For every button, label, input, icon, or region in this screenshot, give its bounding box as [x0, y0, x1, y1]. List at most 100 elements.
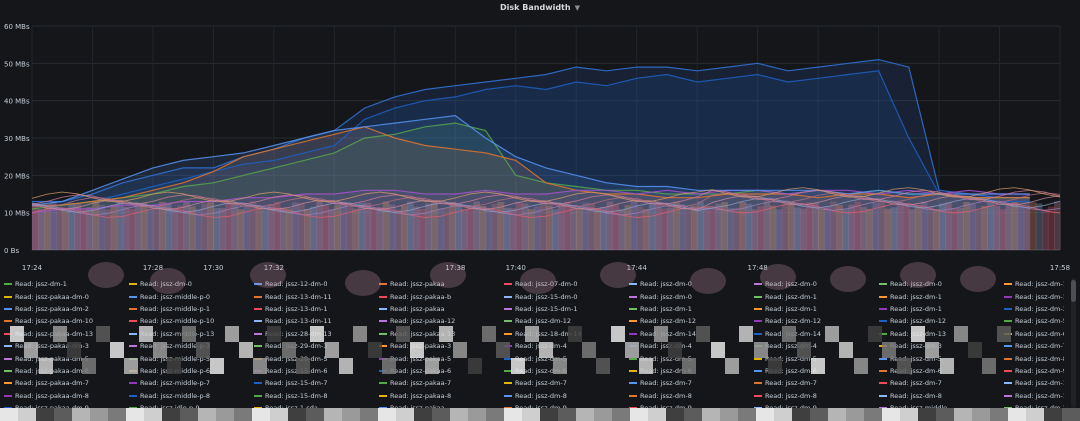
legend-item[interactable]: Read: jssz-dm-14 — [754, 328, 879, 340]
legend-item[interactable]: Read: jssz-dm-1 — [754, 290, 879, 302]
legend-item[interactable]: Read: jssz-dm-0 — [754, 278, 879, 290]
legend-item[interactable]: Read: jssz-dm-7 — [1004, 340, 1064, 352]
legend-item[interactable]: Read: jssz-dm-13 — [879, 328, 1004, 340]
legend-item[interactable]: Read: jssz-15-dm-6 — [254, 365, 379, 377]
legend-item[interactable]: Read: jssz-15-dm-7 — [254, 377, 379, 389]
panel-title[interactable]: Disk Bandwidth — [500, 3, 571, 12]
legend-item[interactable]: Read: jssz-15-dm-0 — [504, 290, 629, 302]
legend-item[interactable]: Read: jssz-pakaa-12 — [379, 315, 504, 327]
legend-item[interactable]: Read: jssz-dm-3 — [879, 340, 1004, 352]
legend-item[interactable]: Read: jssz-pakaa-b — [379, 290, 504, 302]
legend-item[interactable]: Read: jssz-pakaa-dm-2 — [4, 303, 129, 315]
legend-item[interactable]: Read: jssz-pakaa-6 — [379, 365, 504, 377]
legend-item[interactable]: Read: jssz-dm-6 — [754, 365, 879, 377]
legend-item[interactable]: Read: jssz-dm-4 — [754, 340, 879, 352]
legend-item[interactable]: Read: jssz-dm-14 — [629, 328, 754, 340]
legend-item[interactable]: Read: jssz-dm-6 — [629, 365, 754, 377]
legend-item[interactable]: Read: jssz-dm-5 — [879, 352, 1004, 364]
legend-item[interactable]: Read: jssz-dm-10 — [1004, 377, 1064, 389]
legend-item[interactable]: Read: jssz-12-dm-0 — [254, 278, 379, 290]
legend-item[interactable]: Read: jssz-pakaa-dm-6 — [4, 365, 129, 377]
legend-scrollbar-track[interactable] — [1071, 278, 1076, 408]
legend-item[interactable]: Read: jssz-dm-6 — [879, 365, 1004, 377]
legend-item[interactable]: Read: jssz-pakaa-13 — [379, 328, 504, 340]
legend-item[interactable]: Read: jssz-middle-p-8 — [129, 390, 254, 402]
legend-item[interactable]: Read: jssz-middle-p-10 — [129, 315, 254, 327]
legend-item[interactable]: Read: jssz-dm-5 — [1004, 315, 1064, 327]
legend-swatch — [254, 307, 262, 310]
legend-item[interactable]: Read: jssz-pakaa-dm-10 — [4, 315, 129, 327]
legend-item[interactable]: Read: jssz-dm-1 — [879, 303, 1004, 315]
legend-item[interactable]: Read: jssz-dm-6 — [504, 365, 629, 377]
legend-item[interactable]: Read: jssz-dm-7 — [879, 377, 1004, 389]
legend-item[interactable]: Read: jssz-dm-1 — [754, 303, 879, 315]
legend-item[interactable]: Read: jssz-dm-12 — [754, 315, 879, 327]
legend-item[interactable]: Read: jssz-18-dm-14 — [504, 328, 629, 340]
legend-item[interactable]: Read: jssz-dm-0 — [129, 278, 254, 290]
legend-item[interactable]: Read: jssz-dm-0 — [879, 278, 1004, 290]
legend-item[interactable]: Read: jssz-pakaa — [379, 303, 504, 315]
redaction-pixel — [982, 358, 996, 374]
legend-item[interactable]: Read: jssz-dm-0 — [629, 290, 754, 302]
legend-item[interactable]: Read: jssz-dm-5 — [629, 352, 754, 364]
legend-item[interactable]: Read: jssz-13-dm-11 — [254, 315, 379, 327]
legend-item[interactable]: Read: jssz-dm-12 — [504, 315, 629, 327]
legend-item[interactable]: Read: jssz-dm-7 — [629, 377, 754, 389]
legend-item[interactable]: Read: jssz-dm-8 — [629, 390, 754, 402]
legend-item[interactable]: Read: jssz-middle-p-6 — [129, 365, 254, 377]
legend-item[interactable]: Read: jssz-pakaa-dm-3 — [4, 340, 129, 352]
legend-item[interactable]: Read: jssz-13-dm-1 — [254, 303, 379, 315]
legend-item[interactable]: Read: jssz-middle-p-3 — [129, 340, 254, 352]
legend-item[interactable]: Read: jssz-dm-4 — [629, 340, 754, 352]
legend-item[interactable]: Read: jssz-pakaa-8 — [379, 390, 504, 402]
legend-item[interactable]: Read: jssz-pakaa-5 — [379, 352, 504, 364]
legend-item[interactable]: Read: jssz-middle-p-0 — [129, 290, 254, 302]
legend-item[interactable]: Read: jssz-15-dm-1 — [504, 303, 629, 315]
legend-label: Read: jssz-13-dm-11 — [265, 317, 332, 326]
legend-item[interactable]: Read: jssz-dm-1 — [879, 290, 1004, 302]
legend-item[interactable]: Read: jssz-pakaa-dm-7 — [4, 377, 129, 389]
legend-item[interactable]: Read: jssz-dm-13 — [1004, 290, 1064, 302]
legend-item[interactable]: Read: jssz-13-dm-11 — [254, 290, 379, 302]
legend-swatch — [129, 345, 137, 348]
legend-item[interactable]: Read: jssz-dm-7 — [504, 377, 629, 389]
legend-item[interactable]: Read: jssz-middle-p-7 — [129, 377, 254, 389]
legend-item[interactable]: Read: jssz-dm-12 — [879, 315, 1004, 327]
legend-item[interactable]: Read: jssz-dm-1 — [629, 303, 754, 315]
legend-label: Read: jssz-pakaa-13 — [390, 329, 456, 338]
legend-item[interactable]: Read: jssz-dm-0 — [629, 278, 754, 290]
legend-item[interactable]: Read: jssz-dm-1 — [4, 278, 129, 290]
legend-item[interactable]: Read: jssz-29-dm-5 — [254, 352, 379, 364]
legend-item[interactable]: Read: jssz-dm-13 — [1004, 390, 1064, 402]
legend-item[interactable]: Read: jssz-middle-p-1 — [129, 303, 254, 315]
legend-item[interactable]: Read: jssz-pakaa-dm-8 — [4, 390, 129, 402]
legend-item[interactable]: Read: jssz-07-dm-0 — [504, 278, 629, 290]
legend-item[interactable]: Read: jssz-dm-9 — [1004, 365, 1064, 377]
legend-item[interactable]: Read: jssz-29-dm-3 — [254, 340, 379, 352]
legend-item[interactable]: Read: jssz-dm-6 — [1004, 328, 1064, 340]
legend-item[interactable]: Read: jssz-dm-3 — [1004, 303, 1064, 315]
chevron-down-icon[interactable]: ▼ — [574, 4, 580, 12]
legend-item[interactable]: Read: jssz-dm-8 — [504, 390, 629, 402]
legend-item[interactable]: Read: jssz-28-dm-13 — [254, 328, 379, 340]
legend-scrollbar-thumb[interactable] — [1071, 280, 1076, 302]
legend-item[interactable]: Read: jssz-dm-8 — [754, 390, 879, 402]
legend-item[interactable]: Read: jssz-dm-5 — [754, 352, 879, 364]
legend-item[interactable]: Read: jssz-pakaa — [379, 278, 504, 290]
legend-item[interactable]: Read: jssz-middle-p-13 — [129, 328, 254, 340]
legend-item[interactable]: Read: jssz-dm-8 — [1004, 352, 1064, 364]
x-tick-label: 17:58 — [1050, 264, 1070, 272]
legend-item[interactable]: Read: jssz-dm-7 — [754, 377, 879, 389]
panel-header[interactable]: Disk Bandwidth ▼ — [0, 3, 1080, 12]
legend-item[interactable]: Read: jssz-dm-5 — [504, 352, 629, 364]
series-area — [32, 70, 1030, 250]
legend-item[interactable]: Read: jssz-pakaa-7 — [379, 377, 504, 389]
legend-item[interactable]: Read: jssz-pakaa-dm-0 — [4, 290, 129, 302]
legend-item[interactable]: Read: jssz-dm-12 — [629, 315, 754, 327]
legend-item[interactable]: Read: jssz-15-dm-8 — [254, 390, 379, 402]
legend-item[interactable]: Read: jssz-middle-p-5 — [129, 352, 254, 364]
legend-label: Read: jssz-dm-9 — [1015, 366, 1064, 375]
legend-item[interactable]: Read: jssz-dm-8 — [879, 390, 1004, 402]
legend-item[interactable]: Read: jssz-dm-10 — [1004, 278, 1064, 290]
noise-bar — [140, 202, 148, 250]
